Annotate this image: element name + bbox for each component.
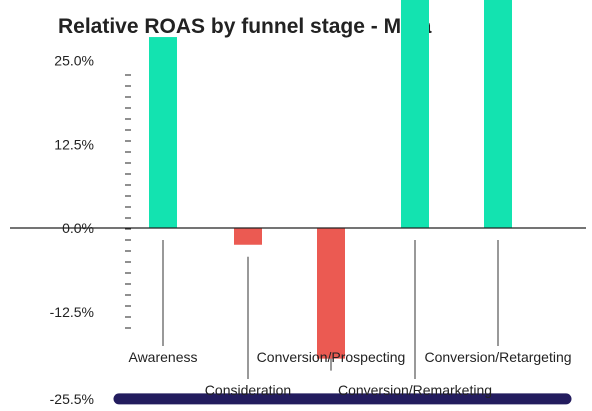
category-label: Awareness [128,349,197,365]
bar [484,0,512,228]
category-label: Conversion/Prospecting [257,349,406,365]
category-label: Conversion/Remarketing [338,382,492,398]
bars [149,0,512,359]
y-axis: 37.5%25.0%12.5%0.0%-12.5%-25.5% [50,53,131,407]
y-tick-label: -25.5% [50,391,94,407]
bar [401,0,429,228]
bar [234,228,262,245]
y-tick-label: 12.5% [54,136,94,152]
y-tick-label: 25.0% [54,53,94,69]
category-label: Consideration [205,382,291,398]
category-labels: Awareness Consideration Conversion/Prospec… [128,349,571,398]
y-tick-label: -12.5% [50,304,94,320]
bar [149,37,177,228]
chart-title: Relative ROAS by funnel stage - Meta [58,15,432,38]
category-label: Conversion/Retargeting [424,349,571,365]
category-leader-lines [162,240,499,379]
bar [317,228,345,359]
